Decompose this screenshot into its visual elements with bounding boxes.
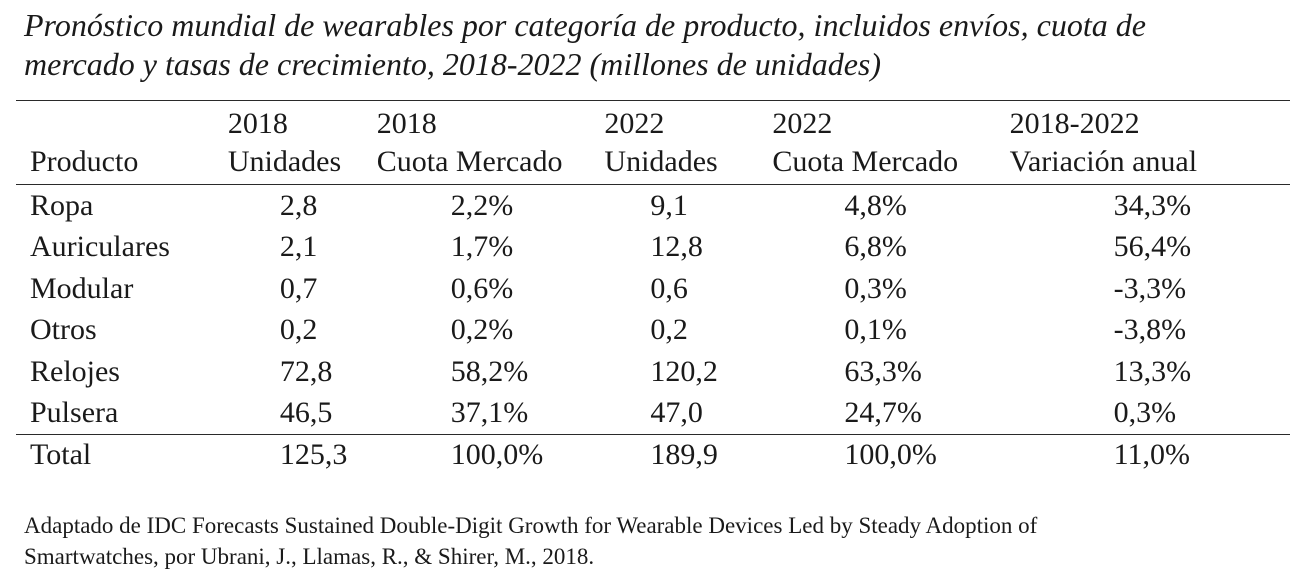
header-cuota-2022: Cuota Mercado bbox=[772, 141, 1010, 185]
cell-producto: Modular bbox=[30, 271, 134, 305]
cell-producto: Otros bbox=[30, 313, 97, 347]
table-row: Otros 0,2 0,2% 0,2 0,1% -3,8% bbox=[16, 310, 1290, 352]
cell-cuota-2018: 1,7% bbox=[450, 230, 514, 264]
table-row: Auriculares 2,1 1,7% 12,8 6,8% 56,4% bbox=[16, 227, 1290, 269]
header-year-2018-unidades: 2018 bbox=[227, 100, 377, 141]
header-year-2022-unidades: 2022 bbox=[604, 100, 773, 141]
cell-total-unidades-2018: 125,3 bbox=[227, 434, 377, 475]
header-row-years: 2018 2018 2022 2022 2018-2022 bbox=[16, 100, 1290, 141]
cell-unidades-2018: 0,7 bbox=[279, 271, 318, 305]
caption-line-2: mercado y tasas de crecimiento, 2018-202… bbox=[24, 46, 881, 82]
cell-unidades-2018: 0,2 bbox=[279, 313, 318, 347]
table-row: Modular 0,7 0,6% 0,6 0,3% -3,3% bbox=[16, 268, 1290, 310]
cell-unidades-2022: 0,2 bbox=[650, 313, 688, 347]
cell-producto: Auriculares bbox=[30, 230, 170, 264]
cell-variacion: 56,4% bbox=[1113, 230, 1192, 264]
table-row: Pulsera 46,5 37,1% 47,0 24,7% 0,3% bbox=[16, 393, 1290, 435]
cell-variacion: 34,3% bbox=[1113, 188, 1192, 222]
cell-cuota-2022: 24,7% bbox=[844, 396, 922, 430]
table-caption: Pronóstico mundial de wearables por cate… bbox=[24, 6, 1284, 84]
table-row: Relojes 72,8 58,2% 120,2 63,3% 13,3% bbox=[16, 351, 1290, 393]
cell-unidades-2018: 46,5 bbox=[279, 396, 333, 430]
header-year-2018-cuota: 2018 bbox=[376, 100, 605, 141]
cell-cuota-2018: 2,2% bbox=[450, 188, 514, 222]
header-year-variacion: 2018-2022 bbox=[1009, 100, 1290, 141]
header-year-2022-cuota: 2022 bbox=[772, 100, 1010, 141]
cell-unidades-2022: 12,8 bbox=[650, 230, 703, 264]
footnote-line-2: Smartwatches, por Ubrani, J., Llamas, R.… bbox=[24, 544, 595, 569]
cell-total-cuota-2018: 100,0% bbox=[376, 434, 605, 475]
table-total-row: Total 125,3 100,0% 189,9 100,0% 11,0% bbox=[16, 434, 1290, 475]
header-cuota-2018: Cuota Mercado bbox=[376, 141, 605, 185]
cell-variacion: 0,3% bbox=[1113, 396, 1177, 430]
cell-producto: Relojes bbox=[30, 354, 120, 388]
cell-cuota-2022: 0,3% bbox=[844, 271, 907, 305]
cell-cuota-2022: 63,3% bbox=[844, 354, 922, 388]
cell-total-label: Total bbox=[16, 434, 228, 475]
cell-unidades-2022: 9,1 bbox=[650, 188, 688, 222]
cell-producto: Ropa bbox=[30, 188, 94, 222]
cell-cuota-2018: 58,2% bbox=[450, 354, 529, 388]
cell-total-cuota-2022: 100,0% bbox=[772, 434, 1010, 475]
cell-variacion: -3,3% bbox=[1113, 271, 1187, 305]
header-unidades-2018: Unidades bbox=[227, 141, 377, 185]
cell-cuota-2022: 6,8% bbox=[844, 230, 907, 264]
header-row-labels: Producto Unidades Cuota Mercado Unidades… bbox=[16, 141, 1290, 185]
header-variacion-anual: Variación anual bbox=[1009, 141, 1290, 185]
cell-unidades-2018: 72,8 bbox=[279, 354, 333, 388]
cell-cuota-2018: 0,2% bbox=[450, 313, 514, 347]
header-unidades-2022: Unidades bbox=[604, 141, 773, 185]
cell-producto: Pulsera bbox=[30, 396, 119, 430]
header-year-producto bbox=[16, 100, 228, 141]
cell-cuota-2018: 0,6% bbox=[450, 271, 514, 305]
cell-cuota-2022: 4,8% bbox=[844, 188, 907, 222]
cell-variacion: 13,3% bbox=[1113, 354, 1192, 388]
cell-unidades-2022: 0,6 bbox=[650, 271, 688, 305]
cell-unidades-2018: 2,8 bbox=[279, 188, 318, 222]
source-footnote: Adaptado de IDC Forecasts Sustained Doub… bbox=[24, 510, 1294, 572]
cell-unidades-2022: 47,0 bbox=[650, 396, 703, 430]
cell-variacion: -3,8% bbox=[1113, 313, 1187, 347]
footnote-line-1: Adaptado de IDC Forecasts Sustained Doub… bbox=[24, 513, 1038, 538]
cell-unidades-2018: 2,1 bbox=[279, 230, 318, 264]
caption-line-1: Pronóstico mundial de wearables por cate… bbox=[24, 7, 1146, 43]
cell-total-variacion: 11,0% bbox=[1009, 434, 1290, 475]
cell-cuota-2022: 0,1% bbox=[844, 313, 907, 347]
cell-cuota-2018: 37,1% bbox=[450, 396, 529, 430]
cell-unidades-2022: 120,2 bbox=[650, 354, 718, 388]
cell-total-unidades-2022: 189,9 bbox=[604, 434, 773, 475]
wearables-forecast-table: 2018 2018 2022 2022 2018-2022 Producto U… bbox=[16, 100, 1290, 475]
header-producto: Producto bbox=[16, 141, 228, 185]
table-row: Ropa 2,8 2,2% 9,1 4,8% 34,3% bbox=[16, 185, 1290, 227]
